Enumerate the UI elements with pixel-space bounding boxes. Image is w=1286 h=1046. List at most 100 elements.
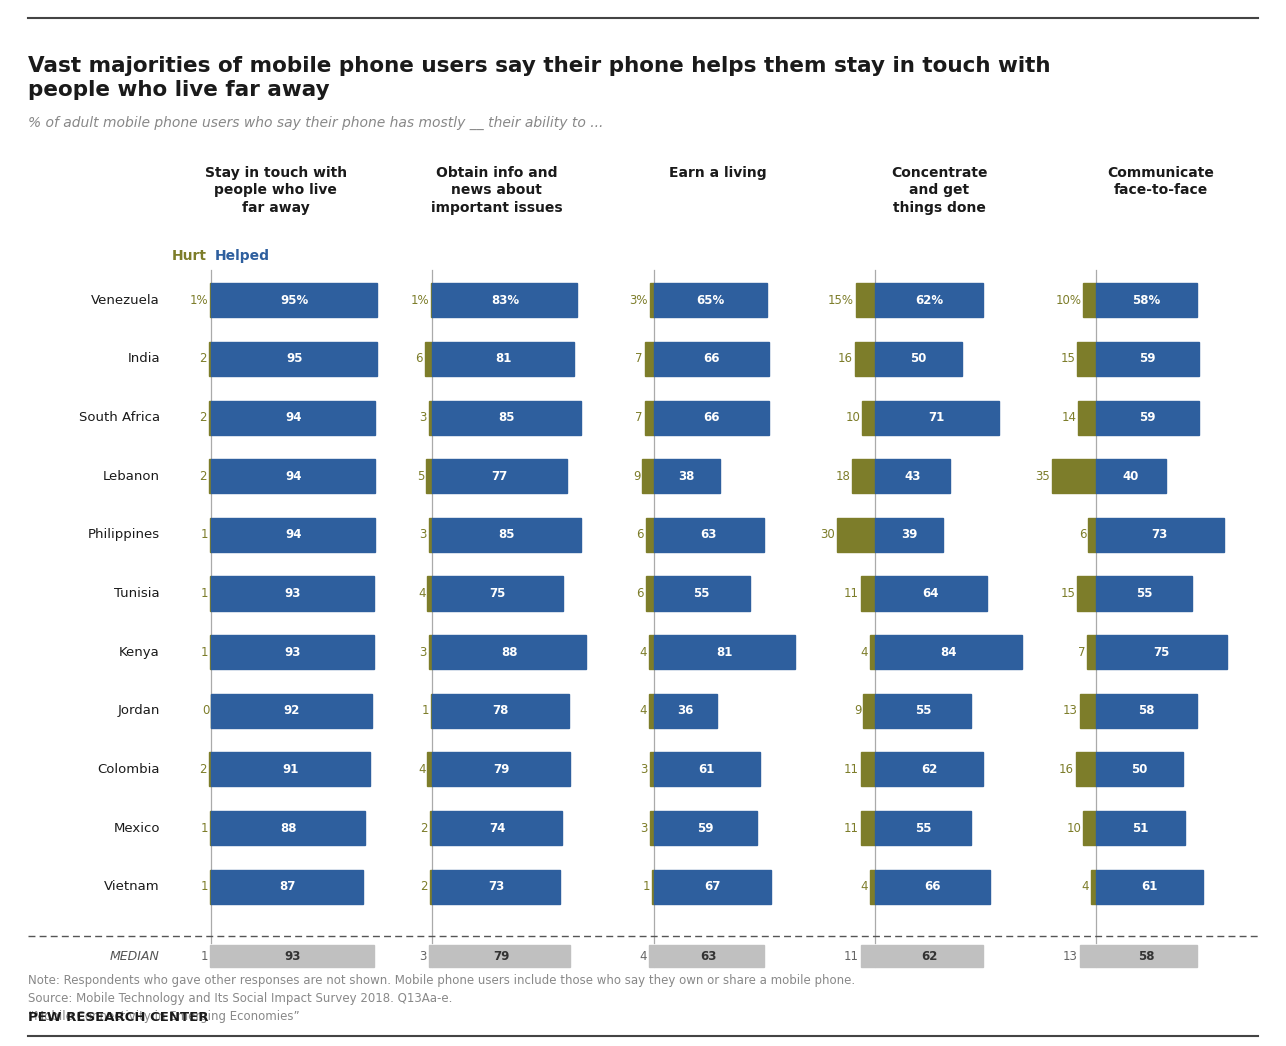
Text: 1: 1 — [201, 645, 208, 659]
Text: 1: 1 — [201, 950, 208, 962]
Text: 6: 6 — [637, 587, 644, 600]
Text: 11: 11 — [844, 950, 859, 962]
Bar — [1080, 945, 1096, 967]
Text: 1: 1 — [201, 528, 208, 542]
Bar — [1083, 811, 1096, 845]
Text: 78: 78 — [493, 704, 509, 718]
Bar — [874, 576, 986, 611]
Bar — [1080, 693, 1096, 728]
Bar — [211, 752, 370, 787]
Text: 93: 93 — [284, 645, 301, 659]
Bar — [860, 576, 874, 611]
Bar — [1096, 283, 1197, 317]
Text: 9: 9 — [854, 704, 862, 718]
Text: 4: 4 — [639, 950, 647, 962]
Text: 66: 66 — [925, 880, 941, 893]
Text: Vast majorities of mobile phone users say their phone helps them stay in touch w: Vast majorities of mobile phone users sa… — [28, 56, 1051, 100]
Text: Note: Respondents who gave other responses are not shown. Mobile phone users inc: Note: Respondents who gave other respons… — [28, 974, 855, 1023]
Bar — [653, 283, 768, 317]
Text: 35: 35 — [1035, 470, 1049, 482]
Text: 40: 40 — [1123, 470, 1139, 482]
Text: 4: 4 — [639, 645, 647, 659]
Bar — [426, 459, 432, 494]
Text: Colombia: Colombia — [98, 763, 159, 776]
Text: 39: 39 — [900, 528, 917, 542]
Text: 6: 6 — [1079, 528, 1087, 542]
Bar — [653, 576, 750, 611]
Text: 3: 3 — [419, 411, 427, 424]
Bar — [869, 635, 874, 669]
Text: 94: 94 — [285, 528, 301, 542]
Text: 43: 43 — [904, 470, 921, 482]
Text: Tunisia: Tunisia — [114, 587, 159, 600]
Bar — [211, 576, 374, 611]
Bar — [653, 401, 769, 434]
Text: 85: 85 — [499, 411, 514, 424]
Text: 16: 16 — [837, 353, 853, 365]
Bar — [428, 945, 432, 967]
Bar — [1076, 752, 1096, 787]
Text: Lebanon: Lebanon — [103, 470, 159, 482]
Text: Philippines: Philippines — [87, 528, 159, 542]
Bar — [1096, 401, 1199, 434]
Text: 66: 66 — [703, 353, 720, 365]
Bar — [1096, 576, 1192, 611]
Text: 4: 4 — [418, 763, 426, 776]
Bar — [427, 752, 432, 787]
Text: MEDIAN: MEDIAN — [111, 950, 159, 962]
Text: 88: 88 — [280, 821, 296, 835]
Text: 65%: 65% — [696, 294, 724, 306]
Text: 1: 1 — [201, 587, 208, 600]
Text: Helped: Helped — [215, 249, 270, 263]
Bar — [874, 518, 943, 552]
Text: 7: 7 — [635, 411, 643, 424]
Bar — [432, 459, 567, 494]
Text: 10: 10 — [845, 411, 860, 424]
Text: 10: 10 — [1066, 821, 1082, 835]
Text: 81: 81 — [495, 353, 512, 365]
Bar — [211, 693, 372, 728]
Text: 11: 11 — [844, 587, 859, 600]
Bar — [430, 811, 432, 845]
Text: 94: 94 — [285, 470, 301, 482]
Text: 4: 4 — [639, 704, 647, 718]
Bar — [432, 283, 577, 317]
Text: 83%: 83% — [491, 294, 520, 306]
Bar — [863, 693, 874, 728]
Text: Stay in touch with
people who live
far away: Stay in touch with people who live far a… — [204, 166, 347, 214]
Bar — [649, 283, 653, 317]
Bar — [653, 518, 764, 552]
Text: 3: 3 — [640, 763, 648, 776]
Bar — [211, 283, 377, 317]
Text: 59: 59 — [1139, 411, 1156, 424]
Text: 1%: 1% — [410, 294, 430, 306]
Text: 64: 64 — [922, 587, 939, 600]
Bar — [430, 869, 432, 904]
Text: 88: 88 — [502, 645, 517, 659]
Text: 55: 55 — [693, 587, 710, 600]
Text: 7: 7 — [635, 353, 643, 365]
Bar — [862, 401, 874, 434]
Bar — [644, 401, 653, 434]
Text: 3: 3 — [640, 821, 648, 835]
Bar — [648, 635, 653, 669]
Bar — [646, 576, 653, 611]
Text: 77: 77 — [491, 470, 508, 482]
Text: 66: 66 — [703, 411, 720, 424]
Bar — [432, 518, 581, 552]
Text: 13: 13 — [1062, 704, 1078, 718]
Bar — [211, 635, 374, 669]
Text: 59: 59 — [697, 821, 714, 835]
Text: 1: 1 — [422, 704, 430, 718]
Text: 7: 7 — [1078, 645, 1085, 659]
Text: 63: 63 — [701, 950, 716, 962]
Text: 79: 79 — [494, 763, 509, 776]
Text: 6: 6 — [415, 353, 423, 365]
Bar — [860, 811, 874, 845]
Bar — [869, 869, 874, 904]
Text: Earn a living: Earn a living — [669, 166, 766, 180]
Bar — [874, 459, 950, 494]
Text: Jordan: Jordan — [117, 704, 159, 718]
Bar — [211, 518, 376, 552]
Bar — [211, 945, 374, 967]
